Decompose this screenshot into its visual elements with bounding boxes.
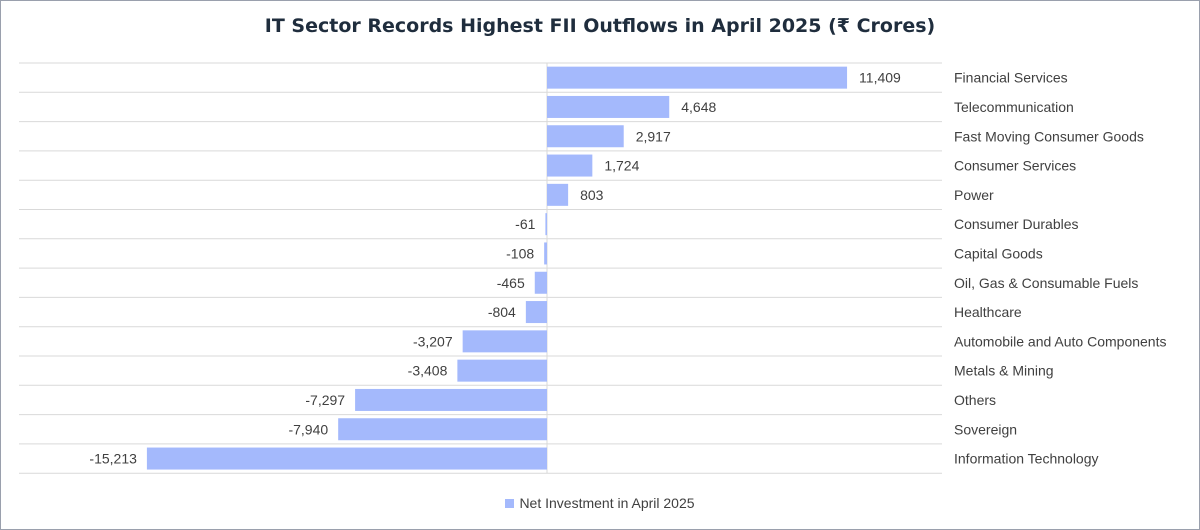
data-label: -7,297: [305, 392, 345, 408]
bar: [534, 271, 547, 294]
bar: [457, 359, 547, 382]
category-label: Metals & Mining: [954, 363, 1054, 379]
bar: [544, 242, 547, 265]
data-label: -61: [515, 216, 535, 232]
category-label: Automobile and Auto Components: [954, 333, 1166, 349]
category-label: Financial Services: [954, 70, 1068, 86]
bar: [525, 301, 547, 324]
category-label: Healthcare: [954, 304, 1022, 320]
data-label: 11,409: [859, 70, 901, 86]
data-label: -804: [488, 304, 516, 320]
category-label: Sovereign: [954, 421, 1017, 437]
data-label: 2,917: [636, 128, 671, 144]
data-label: 1,724: [604, 158, 639, 174]
bar: [338, 418, 547, 441]
category-label: Oil, Gas & Consumable Fuels: [954, 275, 1138, 291]
bar: [545, 213, 547, 236]
legend: Net Investment in April 2025: [1, 495, 1199, 511]
category-label: Telecommunication: [954, 99, 1074, 115]
category-label: Consumer Services: [954, 158, 1076, 174]
bar: [547, 95, 670, 118]
category-label: Power: [954, 187, 994, 203]
data-label: -7,940: [288, 421, 328, 437]
data-label: -3,207: [413, 333, 453, 349]
chart-title: IT Sector Records Highest FII Outflows i…: [264, 15, 936, 37]
bar: [146, 447, 547, 470]
bar: [547, 154, 593, 177]
bar: [547, 66, 848, 89]
bar: [462, 330, 547, 353]
category-label: Fast Moving Consumer Goods: [954, 128, 1144, 144]
data-label: 803: [580, 187, 604, 203]
category-label: Information Technology: [954, 451, 1099, 467]
data-label: -465: [497, 275, 525, 291]
data-label: 4,648: [681, 99, 716, 115]
category-label: Consumer Durables: [954, 216, 1079, 232]
bar: [547, 125, 624, 148]
data-label: -3,408: [408, 363, 448, 379]
bar: [355, 388, 547, 411]
bar: [547, 183, 569, 206]
category-label: Capital Goods: [954, 245, 1043, 261]
legend-swatch: [505, 498, 515, 508]
legend-label: Net Investment in April 2025: [519, 495, 695, 511]
data-label: -15,213: [89, 451, 137, 467]
category-label: Others: [954, 392, 996, 408]
data-label: -108: [506, 245, 534, 261]
